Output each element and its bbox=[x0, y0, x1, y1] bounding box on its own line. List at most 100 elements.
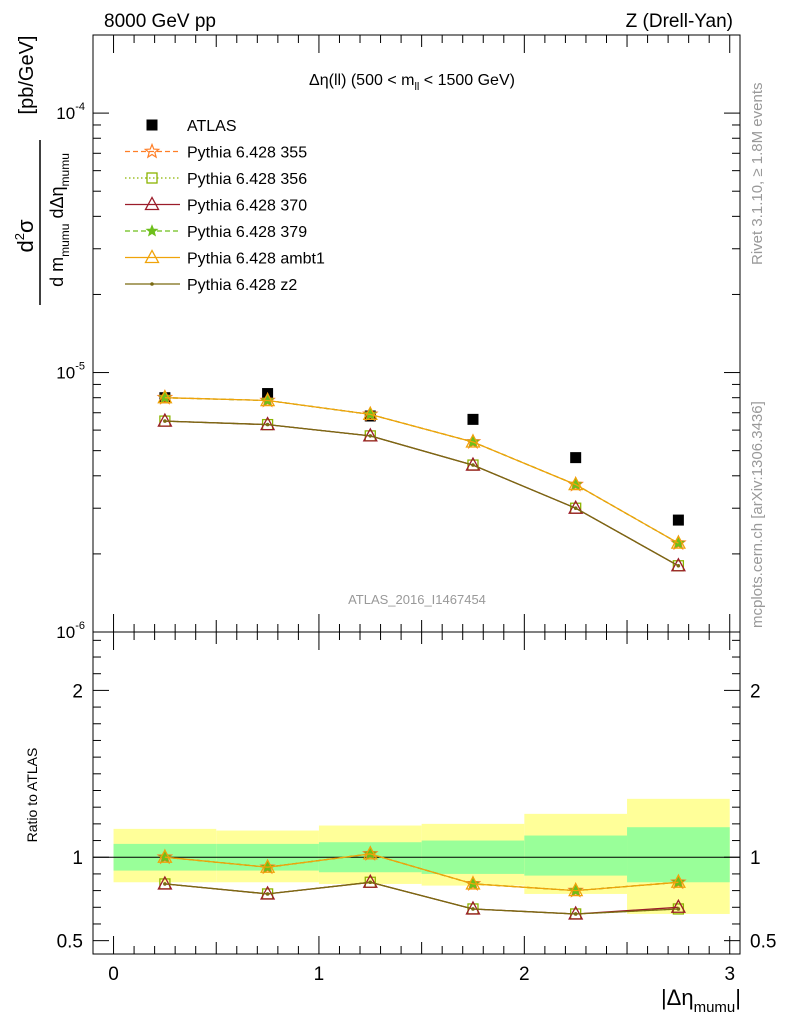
ratio-line-ambt1 bbox=[164, 853, 679, 892]
main-point-ambt1 bbox=[670, 534, 686, 549]
ratio-point-ambt1 bbox=[465, 875, 481, 890]
ratio-series-group bbox=[156, 845, 687, 920]
legend-entry-z2: Pythia 6.428 z2 bbox=[125, 277, 297, 294]
main-series-group bbox=[156, 388, 687, 572]
ratio-point-p370 bbox=[670, 898, 686, 913]
ratio-point-z2 bbox=[676, 907, 681, 911]
ratio-point-ambt1 bbox=[157, 848, 173, 863]
ratio-tick-labels: 0.5 0.5 1 1 2 2 0 1 2 3 bbox=[57, 681, 777, 985]
legend-marker-p355 bbox=[143, 142, 161, 159]
main-point-data bbox=[570, 452, 582, 464]
main-point-ambt1 bbox=[568, 476, 584, 491]
ratio-plot-frame bbox=[92, 631, 741, 955]
main-point-data bbox=[467, 413, 479, 425]
ratio-point-p355 bbox=[259, 858, 276, 875]
main-point-p379 bbox=[158, 390, 172, 404]
legend-marker-ambt1 bbox=[144, 249, 160, 264]
legend-marker-z2 bbox=[150, 282, 154, 286]
ratio-point-z2 bbox=[265, 892, 270, 896]
legend-entry-ambt1: Pythia 6.428 ambt1 bbox=[125, 249, 325, 268]
ratio-ytick-label-right: 0.5 bbox=[750, 932, 776, 953]
ratio-point-p355 bbox=[156, 848, 174, 865]
ratio-point-z2 bbox=[471, 907, 475, 911]
main-point-z2 bbox=[368, 434, 373, 438]
legend-label-p355: Pythia 6.428 355 bbox=[187, 145, 307, 162]
main-point-z2 bbox=[265, 422, 270, 427]
main-point-ambt1 bbox=[362, 405, 378, 421]
main-line-p370 bbox=[164, 420, 679, 567]
main-series-p370 bbox=[157, 412, 686, 572]
main-y-axis-label: d2σ d mmumu dΔηmumu [pb/GeV] bbox=[12, 36, 72, 305]
ratio-series-z2 bbox=[163, 880, 681, 916]
ratio-ytick-label-right: 1 bbox=[750, 848, 761, 869]
ratio-y-axis-label: Ratio to ATLAS bbox=[24, 748, 40, 843]
legend-marker-p370 bbox=[144, 196, 160, 211]
ratio-band-inner bbox=[524, 835, 628, 876]
ratio-point-z2 bbox=[163, 882, 167, 886]
main-point-z2 bbox=[471, 463, 475, 467]
main-series-data bbox=[159, 388, 684, 526]
mcplots-label: mcplots.cern.ch [arXiv:1306.3436] bbox=[749, 401, 766, 628]
ylabel-numerator: d2σ bbox=[12, 219, 38, 252]
legend-label-data: ATLAS bbox=[187, 118, 237, 135]
main-ytick-label: 10-6 bbox=[56, 620, 85, 642]
x-tick-label: 1 bbox=[314, 964, 325, 985]
x-tick-label: 0 bbox=[108, 964, 119, 985]
legend-marker-data bbox=[146, 119, 158, 131]
main-point-z2 bbox=[676, 563, 681, 568]
ratio-point-z2 bbox=[368, 880, 373, 885]
main-line-p379 bbox=[164, 397, 679, 544]
legend-label-p370: Pythia 6.428 370 bbox=[187, 198, 307, 215]
legend-entry-p355: Pythia 6.428 355 bbox=[125, 142, 307, 162]
main-line-p356 bbox=[164, 420, 679, 567]
main-panel: 10-6 10-5 10-4 ATLAS_2016_I1467454 Δη(ll) … bbox=[56, 34, 741, 642]
ylabel-denominator: d mmumu dΔηmumu bbox=[47, 153, 72, 287]
main-point-ambt1 bbox=[259, 392, 276, 407]
main-point-p355 bbox=[362, 405, 379, 422]
header-left: 8000 GeV pp bbox=[104, 11, 216, 32]
ratio-ytick-label-left: 2 bbox=[72, 681, 83, 702]
ratio-line-z2 bbox=[164, 881, 679, 915]
main-point-z2 bbox=[573, 506, 578, 511]
legend-label-p356: Pythia 6.428 356 bbox=[187, 171, 307, 188]
legend-marker-p379 bbox=[145, 224, 159, 237]
main-point-p370 bbox=[670, 557, 686, 572]
ratio-point-ambt1 bbox=[362, 845, 378, 860]
analysis-watermark: ATLAS_2016_I1467454 bbox=[348, 592, 486, 607]
ylabel-unit: [pb/GeV] bbox=[16, 36, 38, 115]
main-y-tick-labels: 10-6 10-5 10-4 bbox=[56, 101, 85, 642]
legend-entry-p370: Pythia 6.428 370 bbox=[125, 196, 307, 215]
main-series-p356 bbox=[159, 415, 685, 572]
ratio-point-z2 bbox=[573, 912, 578, 916]
ratio-axis-ticks bbox=[93, 632, 740, 954]
main-line-ambt1 bbox=[164, 397, 679, 544]
main-point-p355 bbox=[259, 391, 276, 408]
main-point-data bbox=[672, 514, 684, 526]
legend-label-ambt1: Pythia 6.428 ambt1 bbox=[187, 251, 325, 268]
main-ytick-label: 10-4 bbox=[56, 101, 85, 123]
main-point-ambt1 bbox=[465, 433, 481, 448]
ratio-point-p355 bbox=[362, 845, 379, 861]
ratio-point-p370 bbox=[157, 875, 173, 890]
ratio-ytick-label-right: 2 bbox=[750, 681, 761, 702]
main-line-p355 bbox=[164, 397, 679, 544]
ratio-point-ambt1 bbox=[670, 873, 686, 888]
legend-label-p379: Pythia 6.428 379 bbox=[187, 224, 307, 241]
ratio-uncertainty-bands bbox=[113, 798, 730, 914]
ratio-point-ambt1 bbox=[259, 858, 276, 873]
legend-marker-p356 bbox=[146, 172, 158, 184]
x-tick-label: 2 bbox=[519, 964, 530, 985]
ratio-panel: 0.5 0.5 1 1 2 2 0 1 2 3 bbox=[57, 631, 777, 985]
ratio-point-p355 bbox=[567, 881, 584, 898]
x-axis-label: |Δηmumu| bbox=[661, 985, 741, 1016]
main-point-p370 bbox=[259, 416, 276, 431]
ratio-point-p379 bbox=[158, 850, 172, 863]
rivet-label: Rivet 3.1.10, ≥ 1.8M events bbox=[749, 83, 766, 266]
main-point-p355 bbox=[156, 389, 174, 405]
ratio-ytick-label-left: 1 bbox=[72, 848, 83, 869]
legend-entry-data: ATLAS bbox=[146, 118, 237, 135]
main-title: Δη(ll) (500 < mll < 1500 GeV) bbox=[309, 72, 515, 93]
main-point-z2 bbox=[163, 419, 167, 423]
ratio-point-p355 bbox=[464, 875, 482, 891]
